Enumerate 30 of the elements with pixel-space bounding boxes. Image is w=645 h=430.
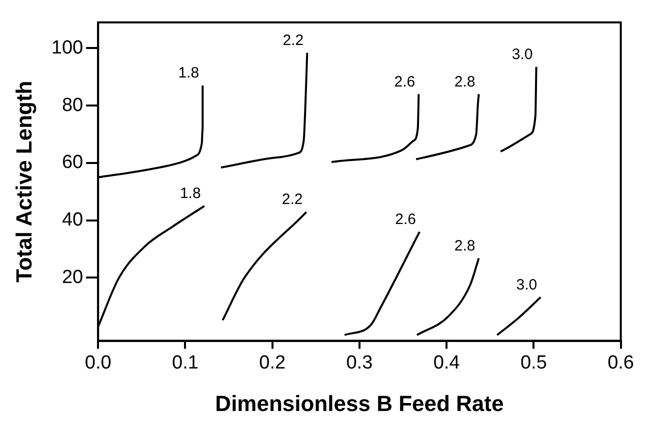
x-tick-label: 0.5 bbox=[520, 352, 547, 374]
series-label: 2.8 bbox=[454, 73, 476, 90]
series-label: 3.0 bbox=[516, 276, 538, 294]
series-label: 3.0 bbox=[512, 46, 533, 63]
line-series bbox=[220, 52, 308, 169]
y-tick-label: 20 bbox=[62, 266, 84, 288]
x-axis-title: Dimensionless B Feed Rate bbox=[215, 390, 504, 416]
series-label: 2.6 bbox=[394, 73, 416, 90]
series-label: 2.8 bbox=[454, 237, 476, 254]
line-series bbox=[415, 93, 480, 160]
line-series bbox=[416, 257, 480, 336]
y-axis-title: Total Active Length bbox=[11, 80, 36, 282]
line-series bbox=[344, 230, 421, 336]
series-label: 2.2 bbox=[282, 32, 304, 49]
x-tick-label: 0.4 bbox=[433, 352, 460, 374]
series-label: 2.2 bbox=[282, 191, 303, 208]
x-tick-label: 0.6 bbox=[608, 352, 634, 374]
series-label: 2.6 bbox=[395, 210, 416, 228]
y-tick-label: 80 bbox=[62, 94, 84, 116]
series-label: 1.8 bbox=[178, 64, 200, 82]
line-series bbox=[500, 66, 538, 152]
x-tick-label: 0.1 bbox=[172, 352, 198, 374]
y-tick-label: 60 bbox=[62, 152, 84, 174]
y-tick-label: 100 bbox=[51, 37, 84, 58]
x-tick-label: 0.0 bbox=[84, 352, 112, 374]
line-series bbox=[330, 93, 420, 164]
x-tick-label: 0.2 bbox=[259, 352, 286, 374]
series-label: 1.8 bbox=[180, 185, 201, 202]
y-tick-label: 40 bbox=[62, 210, 84, 231]
x-tick-label: 0.3 bbox=[346, 352, 373, 374]
